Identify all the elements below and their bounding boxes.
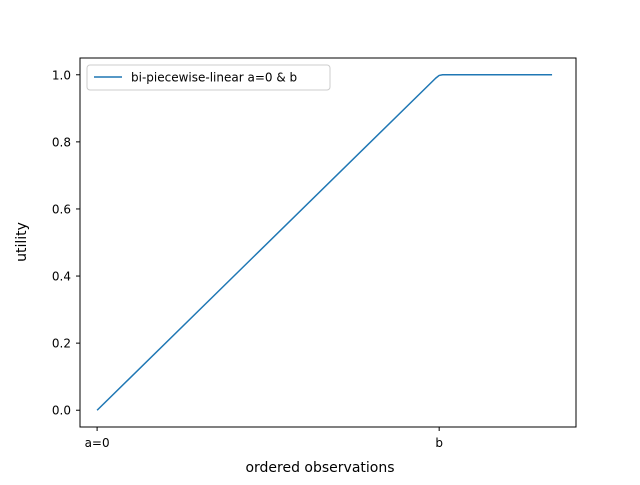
y-axis-ticks: 0.0 0.2 0.4 0.6 0.8 1.0 xyxy=(52,68,80,418)
y-tick-label: 0.4 xyxy=(52,270,71,284)
y-tick-label: 0.6 xyxy=(52,202,71,216)
legend: bi-piecewise-linear a=0 & b xyxy=(86,64,331,91)
y-tick-label: 0.0 xyxy=(52,404,71,418)
y-tick-label: 1.0 xyxy=(52,68,71,82)
y-tick-label: 0.8 xyxy=(52,135,71,149)
y-axis-label: utility xyxy=(14,222,30,262)
y-tick-label: 0.2 xyxy=(52,337,71,351)
legend-label: bi-piecewise-linear a=0 & b xyxy=(131,71,297,85)
x-tick-label: a=0 xyxy=(85,436,110,450)
x-axis-ticks: a=0 b xyxy=(85,427,443,450)
axes-frame xyxy=(79,57,577,428)
x-axis-label: ordered observations xyxy=(245,460,394,476)
legend-box xyxy=(86,64,331,91)
series-layer xyxy=(96,74,553,411)
x-tick-label: b xyxy=(435,436,443,450)
series-line xyxy=(96,74,553,411)
